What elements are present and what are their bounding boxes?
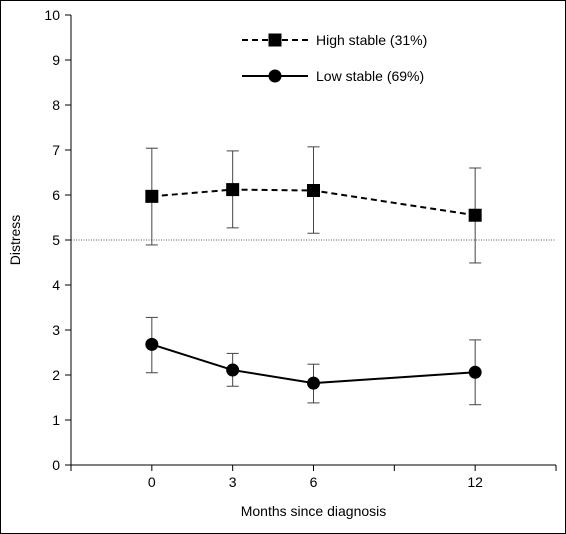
x-tick-label: 6: [310, 474, 318, 490]
x-axis-title: Months since diagnosis: [241, 503, 387, 519]
high-stable-legend-marker: [268, 33, 282, 47]
low-stable-marker: [145, 337, 159, 351]
low-stable-marker: [468, 365, 482, 379]
high-stable-marker: [145, 189, 159, 203]
low-stable-legend-label: Low stable (69%): [316, 68, 424, 84]
series-group: [145, 146, 482, 406]
high-stable-marker: [307, 184, 320, 197]
y-tick-label: 10: [44, 7, 60, 23]
y-tick-label: 6: [52, 187, 60, 203]
low-stable-line: [151, 343, 476, 385]
high-stable-legend-label: High stable (31%): [316, 32, 427, 48]
high-stable-series: [145, 146, 482, 264]
high-stable-line: [151, 188, 476, 217]
x-tick-label: 3: [229, 474, 237, 490]
low-stable-legend-marker: [268, 69, 282, 83]
y-axis-title: Distress: [7, 215, 23, 266]
low-stable-series: [145, 316, 482, 406]
high-stable-marker: [468, 208, 482, 222]
y-tick-label: 3: [52, 322, 60, 338]
low-stable-marker: [226, 363, 240, 377]
legend: High stable (31%) Low stable (69%): [242, 32, 427, 84]
y-tick-label: 4: [52, 277, 60, 293]
x-tick-label: 0: [148, 474, 156, 490]
low-stable-marker: [307, 376, 320, 390]
y-tick-label: 0: [52, 457, 60, 473]
x-tick-label: 12: [467, 474, 483, 490]
y-tick-label: 9: [52, 52, 60, 68]
y-tick-label: 2: [52, 367, 60, 383]
y-tick-label: 8: [52, 97, 60, 113]
high-stable-marker: [226, 183, 240, 197]
y-tick-label: 1: [52, 412, 60, 428]
y-tick-label: 5: [52, 232, 60, 248]
y-tick-label: 7: [52, 142, 60, 158]
